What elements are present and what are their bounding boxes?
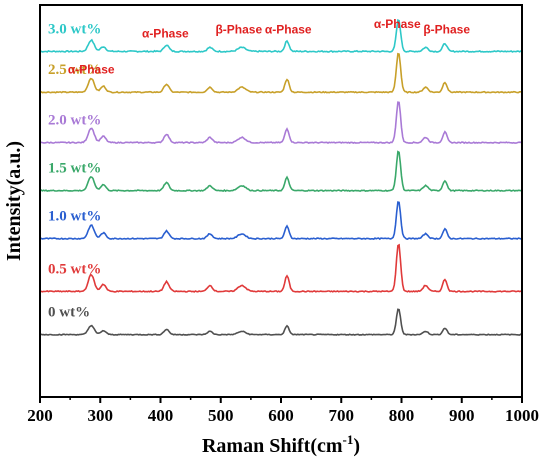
x-tick-label: 300 [88, 406, 114, 425]
x-tick-label: 1000 [505, 406, 539, 425]
series-line-3-0-wt- [39, 19, 523, 53]
series-label: 0 wt% [48, 305, 90, 321]
tick-layer: 200 300 400 500 600 700 800 900 1000 [27, 397, 539, 425]
series-label: 2.5 wt% [48, 62, 101, 78]
x-axis-title: Raman Shift(cm-1) [202, 432, 360, 457]
phase-annotation: α-Phase [68, 62, 115, 76]
series-line-1-5-wt- [39, 150, 523, 193]
series-layer [39, 19, 523, 336]
series-line-1-0-wt- [39, 201, 523, 241]
series-label: 2.0 wt% [48, 113, 101, 129]
phase-annotation: β-Phase [215, 23, 262, 37]
phase-annotation: α-Phase [374, 17, 421, 31]
phase-annotation: β-Phase [423, 23, 470, 37]
x-tick-label: 700 [329, 406, 355, 425]
x-tick-label: 400 [148, 406, 174, 425]
series-label: 0.5 wt% [48, 261, 101, 277]
x-tick-label: 900 [449, 406, 475, 425]
phase-annotation: α-Phase [142, 26, 189, 40]
series-line-0-5-wt- [39, 243, 523, 293]
x-tick-label: 600 [268, 406, 294, 425]
x-tick-label: 800 [389, 406, 415, 425]
series-label: 3.0 wt% [48, 21, 101, 37]
phase-annotation: α-Phase [265, 23, 312, 37]
series-label: 1.5 wt% [48, 161, 101, 177]
series-label-layer: 3.0 wt% 2.5 wt% 2.0 wt% 1.5 wt% 1.0 wt% 0.5 w… [48, 21, 101, 320]
x-tick-label: 500 [208, 406, 234, 425]
series-line-2-0-wt- [39, 101, 523, 145]
series-line-2-5-wt- [39, 52, 523, 94]
x-tick-label: 200 [27, 406, 53, 425]
series-line-0-wt- [39, 308, 523, 336]
series-label: 1.0 wt% [48, 209, 101, 225]
y-axis-title: Intensity(a.u.) [3, 141, 25, 261]
